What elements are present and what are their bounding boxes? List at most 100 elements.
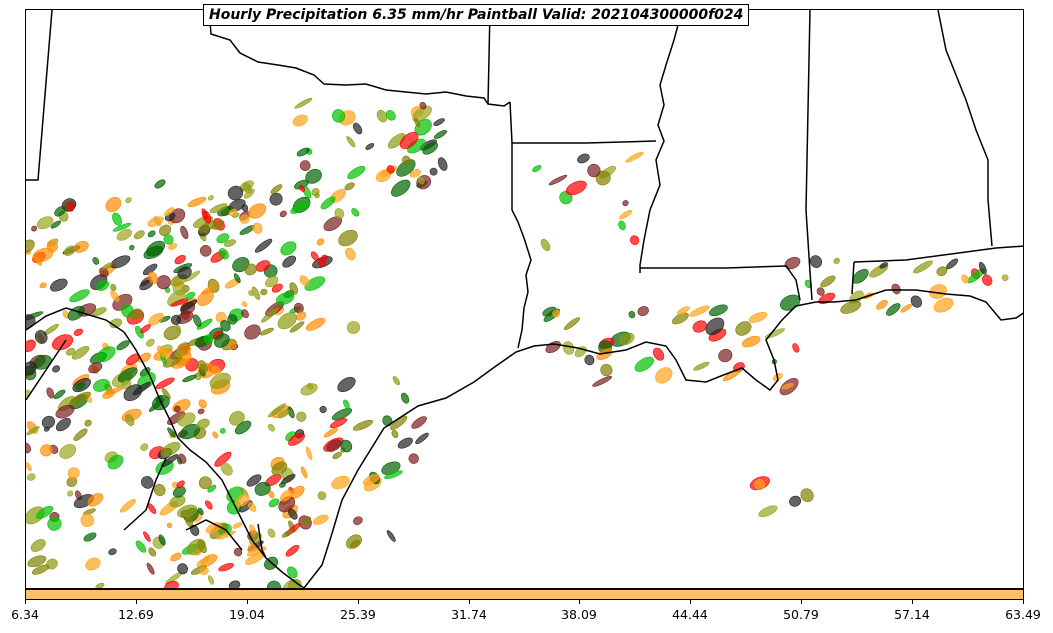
precip-contour [248, 502, 257, 512]
precip-contour [88, 362, 103, 374]
precip-contour [584, 354, 595, 366]
precip-contour [563, 317, 581, 330]
tx-la-border [509, 101, 532, 349]
precip-contour [289, 321, 305, 333]
precip-contour [199, 245, 212, 257]
precip-contour [62, 310, 70, 319]
precip-contour [216, 530, 236, 540]
precip-contour [47, 516, 62, 531]
precip-contour [346, 136, 356, 148]
precip-contour [207, 575, 215, 585]
precip-contour [211, 365, 221, 376]
precip-contour [275, 292, 295, 305]
precip-contour [628, 310, 636, 319]
precip-contour [886, 303, 901, 316]
precip-contour [50, 278, 68, 292]
precip-contour [353, 516, 363, 525]
precip-contour [565, 180, 587, 196]
la-ms-border [640, 265, 801, 301]
precip-contour [402, 155, 411, 166]
precip-contour [412, 105, 432, 122]
precip-contour [105, 197, 122, 212]
mexico-state-line [123, 457, 167, 531]
precip-contour [413, 117, 421, 128]
precip-contour [246, 474, 262, 487]
colorbar-tick-label: 31.74 [451, 607, 487, 622]
precip-contour [267, 423, 275, 432]
precip-contour [40, 444, 53, 457]
precip-contour [243, 188, 255, 199]
precip-contour [300, 466, 308, 479]
precip-contour [352, 122, 363, 135]
al-ga-border [937, 10, 993, 247]
precip-contour [433, 118, 445, 126]
precip-contour [110, 284, 117, 291]
precip-contour [270, 184, 283, 194]
precip-contour [982, 274, 993, 286]
precip-contour [254, 481, 271, 496]
precip-contour [929, 284, 947, 299]
precip-contour [288, 508, 298, 520]
precip-contour [43, 426, 50, 432]
precip-contour [197, 539, 207, 554]
precip-contour [201, 284, 219, 295]
precip-contour [143, 245, 164, 260]
precip-contour [254, 238, 273, 253]
precip-contour [265, 276, 279, 288]
precip-contour [281, 529, 294, 538]
precip-contour [232, 522, 243, 529]
precip-contour [321, 254, 328, 262]
precip-contour [290, 200, 311, 214]
precip-contour [314, 192, 320, 199]
precip-contour [73, 240, 89, 253]
precip-contour [305, 446, 313, 461]
precip-contour [26, 442, 32, 454]
colorbar-tick-label: 57.14 [894, 607, 930, 622]
precip-contour [163, 207, 175, 217]
precip-contour [961, 274, 969, 284]
precip-contour [174, 349, 185, 358]
precip-contour [199, 567, 209, 575]
precip-contour [26, 462, 32, 472]
precip-contour [116, 229, 132, 241]
precip-contour [73, 428, 88, 441]
precip-contour [36, 505, 54, 519]
precip-contour [619, 209, 633, 220]
precip-contour [83, 508, 96, 516]
precip-contour [39, 282, 47, 289]
precip-contour [174, 405, 181, 413]
colorbar-tick-label: 63.49 [1005, 607, 1041, 622]
precip-contour [219, 428, 226, 434]
precip-contour [365, 143, 375, 150]
precip-contour [119, 499, 136, 513]
precip-contour [85, 557, 101, 571]
precip-contour [411, 416, 427, 429]
precip-contour [54, 205, 66, 217]
state-borders [26, 10, 1023, 588]
precip-contour [577, 153, 590, 164]
precip-contour [386, 530, 396, 542]
precip-contour [148, 547, 157, 557]
precip-contour [350, 539, 360, 548]
precip-contour [182, 374, 197, 383]
precip-contour [299, 275, 310, 287]
colorbar-tick [801, 600, 802, 604]
precip-contour [267, 528, 276, 538]
precip-contour [163, 234, 174, 245]
precip-contour [67, 467, 80, 479]
precip-contour [600, 363, 613, 377]
precip-contour [833, 257, 840, 264]
precip-contour [304, 276, 326, 291]
precip-contour [622, 200, 629, 207]
precip-contour [175, 324, 181, 333]
ar-la-border [512, 140, 657, 144]
colorbar-tick-label: 44.44 [672, 607, 708, 622]
precip-contour [205, 500, 213, 510]
precip-contour [299, 160, 311, 171]
precip-contour [26, 339, 36, 353]
precip-contour [319, 405, 327, 414]
precip-contour [946, 258, 959, 270]
precip-contour [419, 101, 427, 110]
precip-contour [1001, 274, 1009, 282]
colorbar-tick [1023, 600, 1024, 604]
